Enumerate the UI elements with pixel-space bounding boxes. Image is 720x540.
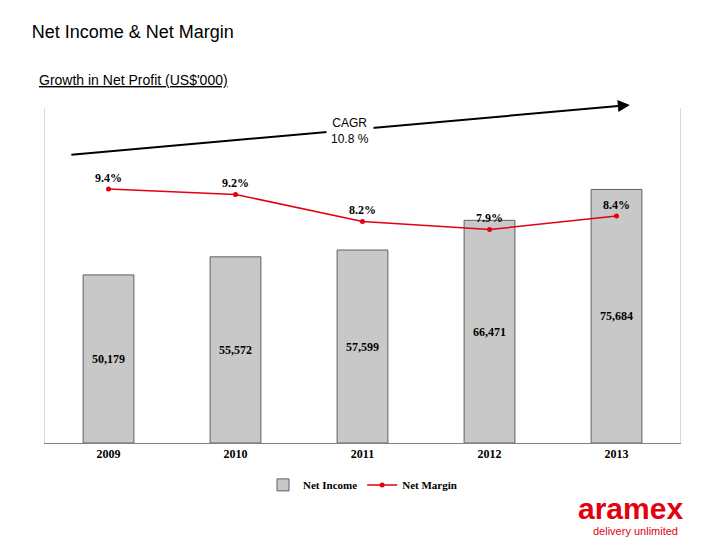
svg-text:66,471: 66,471 (473, 325, 506, 339)
svg-text:50,179: 50,179 (92, 352, 125, 366)
svg-text:Net Margin: Net Margin (402, 479, 457, 491)
svg-text:CAGR10.8 %: CAGR10.8 % (331, 116, 369, 146)
svg-text:aramex: aramex (578, 492, 683, 525)
svg-text:55,572: 55,572 (219, 343, 252, 357)
svg-text:9.4%: 9.4% (95, 171, 122, 185)
svg-text:Net Income: Net Income (303, 479, 357, 491)
svg-text:9.2%: 9.2% (222, 176, 249, 190)
svg-text:8.4%: 8.4% (603, 198, 630, 212)
svg-text:2011: 2011 (351, 447, 374, 461)
svg-text:delivery unlimited: delivery unlimited (593, 525, 678, 537)
svg-text:2009: 2009 (97, 447, 121, 461)
svg-text:Net Income & Net Margin: Net Income & Net Margin (32, 22, 234, 42)
svg-text:57,599: 57,599 (346, 340, 379, 354)
svg-text:Growth in Net Profit (US$'000): Growth in Net Profit (US$'000) (39, 72, 228, 88)
svg-text:7.9%: 7.9% (476, 211, 503, 225)
svg-text:2013: 2013 (605, 447, 629, 461)
svg-text:2012: 2012 (478, 447, 502, 461)
svg-text:75,684: 75,684 (600, 309, 633, 323)
svg-text:8.2%: 8.2% (349, 203, 376, 217)
svg-text:2010: 2010 (224, 447, 248, 461)
